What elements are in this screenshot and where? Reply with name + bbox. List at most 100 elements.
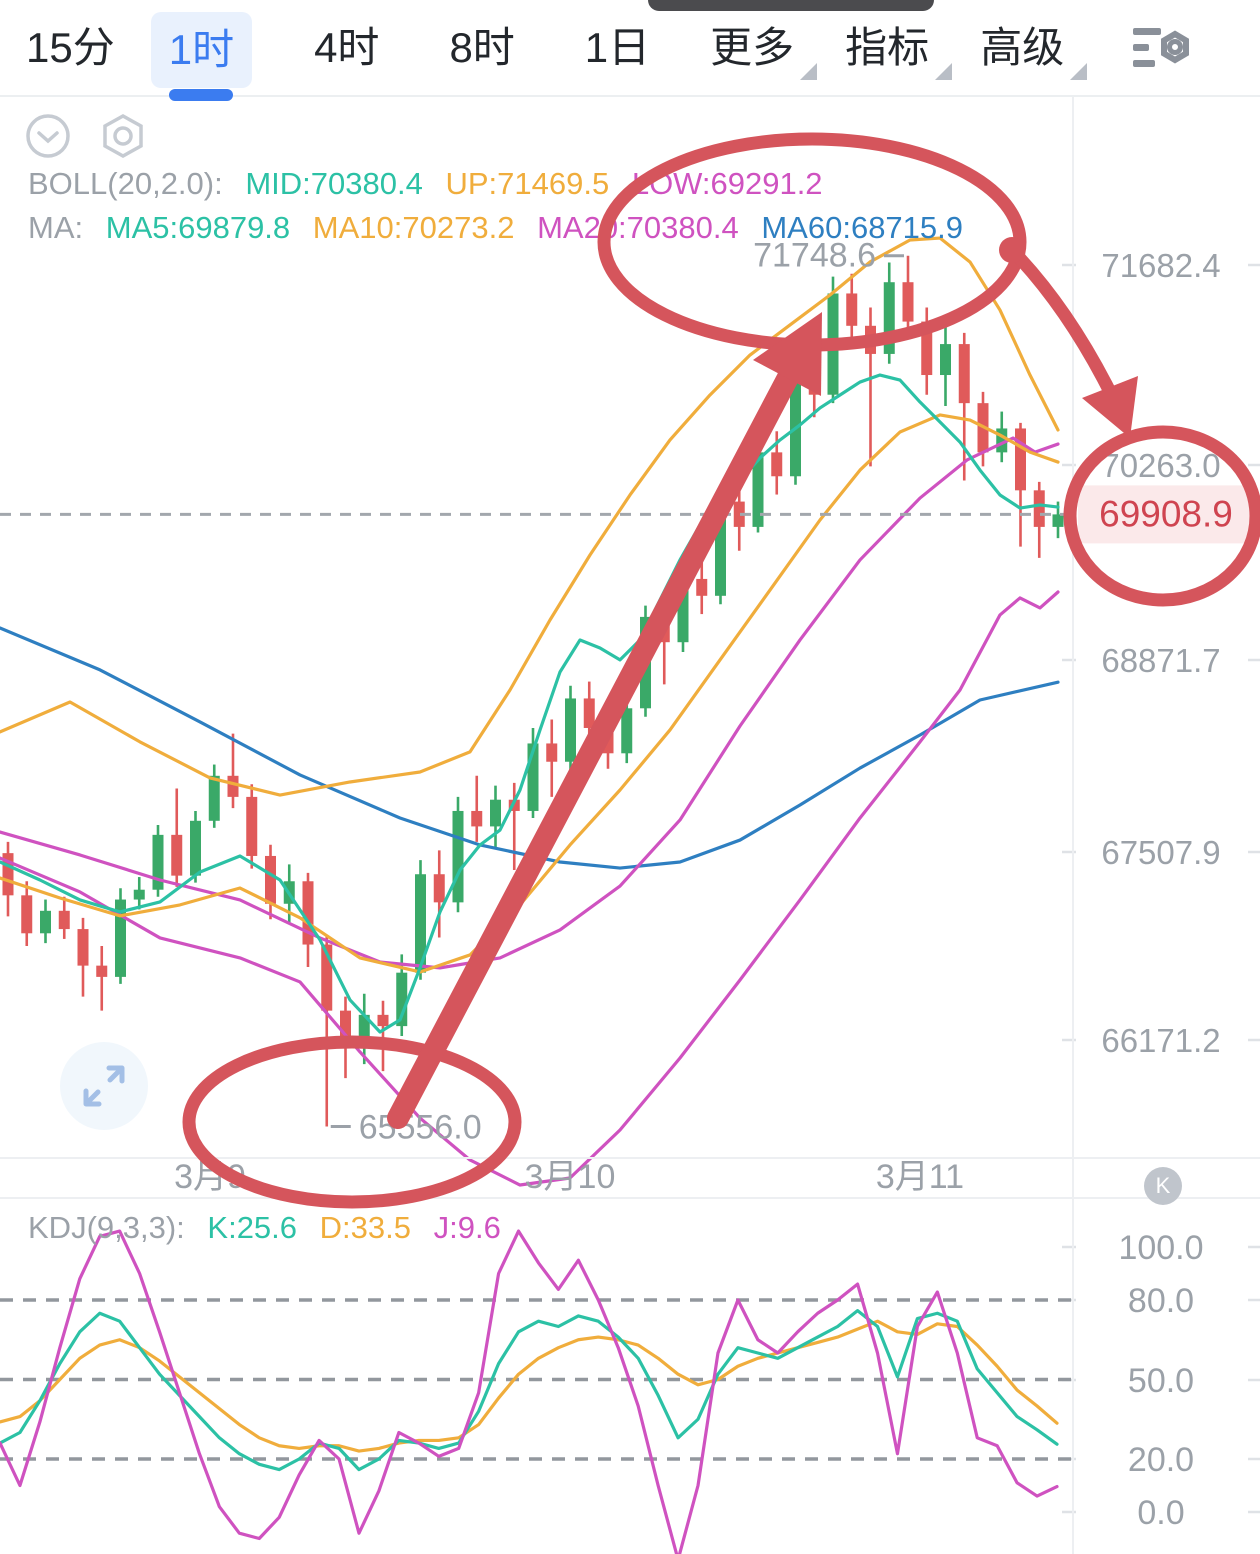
candle-body	[77, 929, 89, 966]
candle-body	[1033, 490, 1045, 527]
timeframe-toolbar: 15分 1时 4时 8时 1日 更多 指标 高级	[0, 0, 1260, 101]
chart-config-button[interactable]	[98, 112, 148, 160]
menu-more[interactable]: 更多	[710, 0, 818, 96]
candle-body	[452, 810, 464, 903]
kdj-j-line	[0, 1229, 1059, 1554]
kdj-plot	[0, 1229, 1059, 1554]
selected-tab-underline	[169, 88, 234, 101]
date-axis-label: 3月11	[876, 1158, 964, 1196]
tab-8hour[interactable]: 8时	[449, 24, 515, 71]
candle-body	[265, 855, 276, 904]
boll-mid-value: MID:70380.4	[245, 166, 423, 201]
candle-body	[696, 578, 708, 596]
candle-body	[621, 708, 633, 754]
date-axis-label: 3月10	[525, 1158, 616, 1196]
candle-body	[133, 889, 145, 900]
candle-body	[171, 834, 183, 876]
price-axis-label: 67507.9	[1101, 834, 1220, 871]
candle-body	[902, 282, 914, 322]
price-axis-label: 71682.4	[1101, 247, 1220, 284]
ma5-value: MA5:69879.8	[105, 210, 291, 245]
tab-1hour-selected[interactable]: 1时	[150, 8, 253, 101]
candle-body	[40, 910, 51, 934]
candle-body	[940, 344, 951, 376]
candle-body	[883, 282, 895, 354]
candle-body	[490, 799, 501, 827]
candle-body	[658, 616, 670, 643]
boll-lower-line	[0, 590, 1060, 1187]
menu-advanced[interactable]: 高级	[980, 0, 1088, 96]
kdj-k-line	[0, 1308, 1059, 1472]
candle-body	[2, 853, 14, 896]
chart-settings-button[interactable]	[1131, 22, 1190, 74]
date-axis-label: 3月9	[174, 1158, 246, 1196]
dropdown-caret-icon	[1070, 63, 1088, 80]
kdj-axis-label: 80.0	[1128, 1282, 1194, 1320]
ma-legend: MA: MA5:69879.8 MA10:70273.2 MA20:70380.…	[28, 210, 977, 246]
price-axis-label: 68871.7	[1101, 642, 1220, 679]
candle-body	[1015, 428, 1026, 491]
ma-label: MA:	[28, 210, 84, 245]
candle-body	[246, 796, 258, 856]
candle-body	[846, 293, 858, 326]
candle-body	[602, 727, 614, 754]
candle-body	[302, 881, 314, 945]
candle-body	[583, 698, 595, 728]
ma20-value: MA20:70380.4	[537, 210, 739, 245]
candle-body	[565, 698, 576, 762]
candle-body	[1052, 514, 1064, 527]
kdj-d-line	[0, 1319, 1059, 1453]
kdj-k-value: K:25.6	[207, 1210, 298, 1245]
kdj-legend: KDJ(9,3,3): K:25.6 D:33.5 J:9.6	[28, 1210, 515, 1246]
axis-gutter-divider	[1072, 97, 1074, 1554]
kdj-label: KDJ(9,3,3):	[28, 1210, 185, 1245]
candle-body	[433, 874, 445, 903]
plot-area	[0, 236, 1064, 1187]
candle-body	[152, 834, 164, 890]
candle-body	[227, 775, 239, 797]
boll-legend: BOLL(20,2.0): MID:70380.4 UP:71469.5 LOW…	[28, 166, 837, 202]
kdj-axis-label: 20.0	[1128, 1441, 1194, 1479]
boll-low-value: LOW:69291.2	[631, 166, 823, 201]
ma5-line	[0, 373, 1060, 1034]
hexagon-gear-icon	[103, 113, 143, 159]
main-plot-bottom-divider	[0, 1157, 1260, 1159]
candle-body	[827, 293, 839, 395]
device-notch	[648, 0, 934, 11]
menu-indicators[interactable]: 指标	[845, 0, 953, 96]
list-gear-icon	[1133, 27, 1190, 67]
boll-upper-line	[0, 236, 1060, 797]
candle-body	[546, 743, 558, 762]
kdj-panel-badge[interactable]: K	[1144, 1167, 1182, 1205]
candle-body	[921, 321, 933, 376]
candle-body	[790, 367, 801, 477]
candle-body	[471, 810, 483, 827]
price-axis-label: 70263.0	[1101, 447, 1220, 484]
candle-body	[340, 1010, 351, 1043]
candle-body	[358, 1014, 370, 1043]
tab-4hour[interactable]: 4时	[314, 24, 380, 71]
candle-body	[115, 899, 126, 977]
collapse-chevron-button[interactable]	[24, 112, 72, 160]
dropdown-caret-icon	[935, 63, 953, 80]
candle-body	[808, 367, 820, 395]
tab-15min[interactable]: 15分	[26, 24, 115, 71]
kdj-j-value: J:9.6	[433, 1210, 501, 1245]
price-axis-label: 66171.2	[1101, 1022, 1220, 1059]
candle-body	[771, 452, 783, 477]
candle-body	[321, 944, 333, 1011]
expand-chart-button[interactable]	[56, 1038, 152, 1139]
ma10-value: MA10:70273.2	[312, 210, 515, 245]
boll-up-value: UP:71469.5	[445, 166, 610, 201]
kdj-panel-top-divider	[0, 1197, 1260, 1199]
candle-body	[58, 910, 70, 930]
candle-body	[677, 578, 689, 643]
candle-body	[21, 895, 33, 934]
boll-label: BOLL(20,2.0):	[28, 166, 223, 201]
current-price-badge: 69908.9	[1078, 485, 1254, 544]
candle-body	[96, 965, 108, 977]
ma60-value: MA60:68715.9	[761, 210, 964, 245]
current-price-value: 69908.9	[1099, 493, 1233, 534]
low-price-label: 65556.0	[359, 1109, 482, 1147]
tab-1day[interactable]: 1日	[584, 24, 651, 71]
